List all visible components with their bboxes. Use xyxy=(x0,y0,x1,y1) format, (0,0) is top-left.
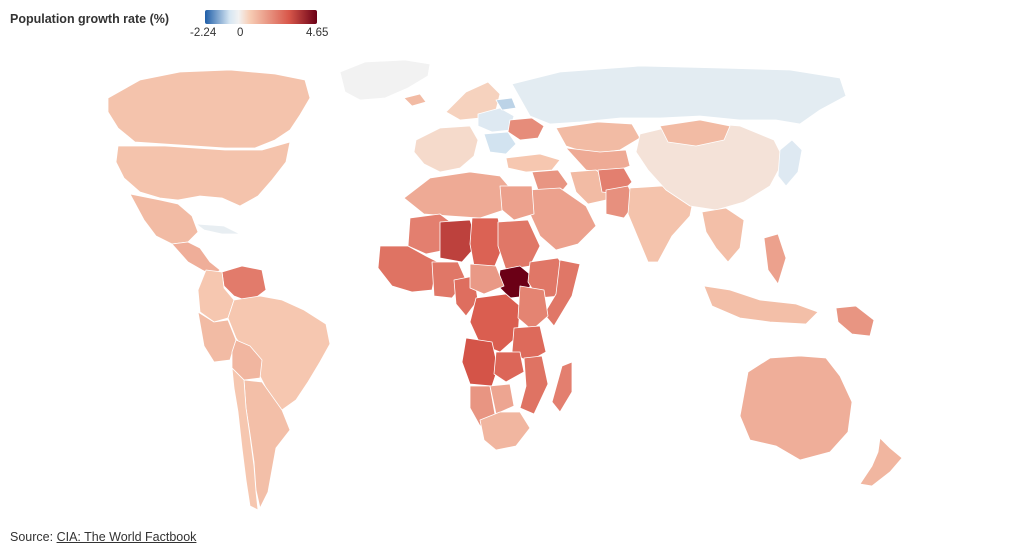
region-baltics[interactable] xyxy=(495,97,517,111)
region-kazakhstan[interactable] xyxy=(555,121,641,155)
region-japan[interactable] xyxy=(777,139,803,187)
region-usa[interactable] xyxy=(115,141,291,207)
region-botswana[interactable] xyxy=(489,383,515,415)
region-car[interactable] xyxy=(469,263,505,295)
region-saudi-arabia[interactable] xyxy=(527,187,597,251)
region-bolivia[interactable] xyxy=(231,339,263,381)
region-australia[interactable] xyxy=(739,355,853,461)
legend-max-label: 4.65 xyxy=(306,27,329,39)
legend-color-bar xyxy=(205,10,317,24)
region-iceland[interactable] xyxy=(403,93,427,107)
region-somalia[interactable] xyxy=(543,259,581,327)
region-turkey[interactable] xyxy=(505,153,561,173)
region-mozambique[interactable] xyxy=(519,355,549,415)
region-zambia[interactable] xyxy=(493,351,525,383)
region-mexico[interactable] xyxy=(129,193,199,245)
source-link[interactable]: CIA: The World Factbook xyxy=(56,530,197,544)
region-russia[interactable] xyxy=(511,65,847,125)
region-niger[interactable] xyxy=(439,219,479,263)
region-western-europe[interactable] xyxy=(413,125,479,173)
region-angola[interactable] xyxy=(461,337,499,387)
legend: Population growth rate (%) -2.24 0 4.65 xyxy=(10,8,340,44)
legend-zero-label: 0 xyxy=(237,27,244,39)
region-canada[interactable] xyxy=(107,69,311,149)
region-central-america[interactable] xyxy=(171,241,221,277)
region-ukraine[interactable] xyxy=(507,117,545,141)
world-choropleth-map xyxy=(107,59,903,511)
regions-layer xyxy=(107,59,903,511)
region-new-zealand[interactable] xyxy=(859,437,903,487)
region-indonesia[interactable] xyxy=(703,285,819,325)
region-west-africa[interactable] xyxy=(377,245,439,293)
region-north-africa[interactable] xyxy=(403,171,513,219)
region-drc[interactable] xyxy=(469,293,521,353)
region-egypt[interactable] xyxy=(499,185,535,221)
region-madagascar[interactable] xyxy=(551,361,573,413)
legend-min-label: -2.24 xyxy=(190,27,217,39)
region-chile[interactable] xyxy=(231,367,259,511)
region-south-africa[interactable] xyxy=(479,411,531,451)
region-cuba[interactable] xyxy=(195,223,241,235)
region-central-asia[interactable] xyxy=(565,147,631,175)
region-southeast-asia[interactable] xyxy=(701,207,745,263)
region-romania[interactable] xyxy=(483,131,517,155)
region-papua-new-guinea[interactable] xyxy=(835,305,875,337)
legend-title: Population growth rate (%) xyxy=(10,12,170,26)
source-note: Source: CIA: The World Factbook xyxy=(10,530,196,544)
region-greenland[interactable] xyxy=(339,59,431,101)
region-kenya[interactable] xyxy=(517,285,549,331)
source-prefix: Source: xyxy=(10,530,57,544)
region-china[interactable] xyxy=(635,121,785,211)
region-philippines[interactable] xyxy=(763,233,787,285)
region-mongolia[interactable] xyxy=(659,119,731,147)
